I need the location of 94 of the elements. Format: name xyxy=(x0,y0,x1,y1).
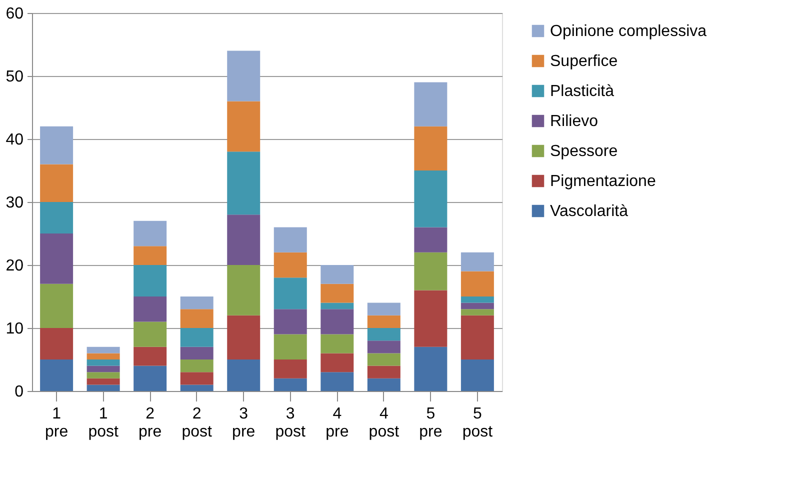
bar xyxy=(86,366,120,372)
legend-label: Pigmentazione xyxy=(550,173,656,190)
bar xyxy=(320,309,354,334)
bar xyxy=(320,265,354,284)
y-tick-label: 0 xyxy=(14,384,24,400)
bar xyxy=(227,101,260,152)
x-tick-label: 3 pre xyxy=(232,406,256,440)
x-tick-label: 1 pre xyxy=(44,406,68,440)
y-tick-label: 60 xyxy=(6,6,24,22)
bar xyxy=(86,360,120,366)
y-tick-label: 10 xyxy=(6,320,24,338)
bar xyxy=(367,378,400,391)
x-tick-label: 3 post xyxy=(275,406,306,440)
bar xyxy=(180,360,214,372)
bar xyxy=(86,378,120,385)
y-tick-label: 50 xyxy=(6,68,24,86)
bar xyxy=(460,252,494,272)
bar xyxy=(367,340,400,354)
legend-label: Superfice xyxy=(550,53,618,70)
x-tick-label: 4 post xyxy=(368,406,400,440)
bar xyxy=(320,302,354,310)
legend-label: Plasticità xyxy=(550,83,614,100)
bar xyxy=(320,372,354,391)
bar xyxy=(180,346,214,360)
bar xyxy=(414,170,448,228)
bar xyxy=(460,302,494,310)
bar xyxy=(414,227,448,252)
bar xyxy=(414,126,448,170)
y-tick-label: 40 xyxy=(6,132,24,148)
bar xyxy=(134,265,167,296)
x-tick-label: 5 pre xyxy=(419,406,442,440)
bar xyxy=(40,328,74,360)
bar xyxy=(86,353,120,360)
bar xyxy=(367,328,400,341)
x-tick-label: 1 post xyxy=(88,406,119,440)
x-tick-label: 4 pre xyxy=(326,406,349,440)
bar xyxy=(367,366,400,378)
bar xyxy=(414,82,448,126)
bar xyxy=(134,296,167,322)
bar xyxy=(274,252,307,278)
bar xyxy=(227,214,260,265)
bar xyxy=(40,284,74,328)
bar xyxy=(180,296,214,310)
bar xyxy=(414,346,448,391)
bar xyxy=(227,50,260,102)
bar xyxy=(134,246,167,265)
bar xyxy=(134,322,167,347)
bar xyxy=(274,309,307,334)
bar xyxy=(460,271,494,296)
bar xyxy=(274,378,307,391)
bar xyxy=(40,234,74,284)
bar xyxy=(367,302,400,316)
bar xyxy=(320,284,354,303)
bar xyxy=(227,360,260,391)
bar xyxy=(86,384,120,391)
bar xyxy=(134,220,167,246)
bar xyxy=(320,353,354,372)
bar xyxy=(180,372,214,385)
bar xyxy=(227,315,260,360)
legend-label: Spessore xyxy=(550,143,618,160)
bar xyxy=(274,360,307,378)
bar xyxy=(274,227,307,252)
bar xyxy=(460,296,494,303)
bar xyxy=(227,152,260,215)
bar xyxy=(274,278,307,310)
bar xyxy=(460,360,494,391)
legend-label: Vascolarità xyxy=(550,203,628,220)
x-tick-label: 5 post xyxy=(462,406,494,440)
legend-label: Opinione complessiva xyxy=(550,23,707,40)
bar xyxy=(414,290,448,347)
bar xyxy=(367,353,400,366)
bar xyxy=(86,346,120,354)
bar xyxy=(134,346,167,366)
bar xyxy=(134,366,167,391)
bar xyxy=(180,384,214,391)
x-tick-label: 2 pre xyxy=(138,406,162,440)
bar xyxy=(40,360,74,391)
y-tick-label: 20 xyxy=(6,258,24,274)
legend-label: Rilievo xyxy=(550,113,598,130)
bar xyxy=(367,315,400,328)
bar xyxy=(227,265,260,316)
y-tick-label: 30 xyxy=(6,194,24,212)
bar xyxy=(414,252,448,290)
bar xyxy=(40,202,74,234)
bar xyxy=(180,328,214,347)
x-tick-label: 2 post xyxy=(182,406,213,440)
bar xyxy=(274,334,307,360)
bar xyxy=(40,126,74,164)
bar xyxy=(320,334,354,354)
bar xyxy=(460,315,494,360)
bar xyxy=(460,309,494,316)
bar xyxy=(180,309,214,328)
bar xyxy=(40,164,74,202)
bar xyxy=(86,372,120,378)
